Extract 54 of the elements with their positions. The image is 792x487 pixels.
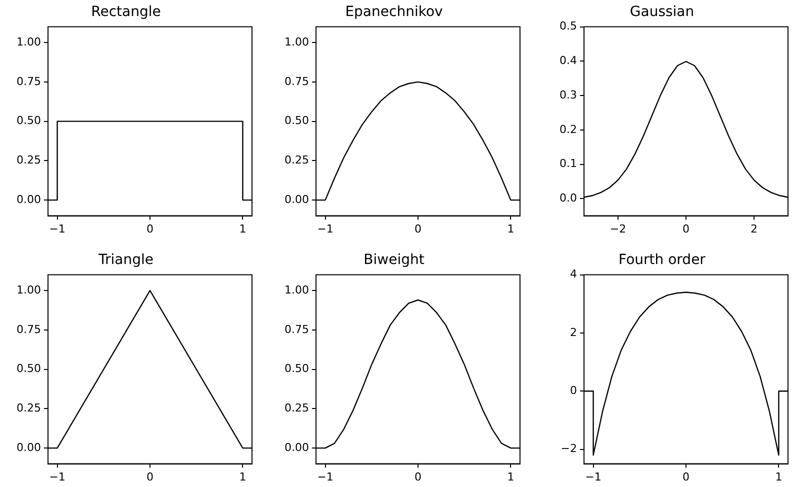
y-tick-label: 1.00 (16, 35, 41, 48)
x-tick-label: −1 (585, 470, 602, 484)
y-tick-label: 0.5 (560, 20, 577, 33)
x-tick-label: 0 (414, 470, 422, 484)
x-tick-label: −1 (317, 222, 334, 236)
y-tick-label: 0.00 (284, 192, 309, 206)
y-tick-label: 1.00 (16, 283, 41, 296)
x-tick-label: 2 (750, 222, 758, 236)
y-tick-label: 0.50 (16, 114, 41, 128)
y-tick-label: 0.00 (16, 440, 41, 454)
y-tick-label: 0.25 (16, 154, 41, 167)
chart-title: Rectangle (91, 4, 161, 20)
x-tick-label: 0 (682, 470, 690, 484)
chart-title: Triangle (98, 252, 154, 268)
y-tick-label: 0.50 (284, 362, 309, 376)
y-tick-label: 4 (570, 268, 577, 281)
y-tick-label: 0.75 (16, 74, 41, 88)
y-tick-label: 0.3 (560, 88, 577, 102)
y-tick-label: 0.1 (560, 157, 577, 170)
x-tick-label: 0 (682, 222, 690, 236)
y-tick-label: 0.25 (284, 154, 309, 167)
x-tick-label: 1 (507, 470, 514, 484)
y-tick-label: 2 (570, 326, 577, 339)
y-tick-label: 0.75 (284, 322, 309, 336)
y-tick-label: 0.00 (16, 192, 41, 206)
x-tick-label: 1 (775, 470, 782, 484)
chart-title: Biweight (364, 252, 425, 268)
y-tick-label: 0.25 (284, 402, 309, 415)
y-tick-label: 0.00 (284, 440, 309, 454)
x-tick-label: −1 (317, 470, 334, 484)
x-tick-label: 0 (414, 222, 422, 236)
x-tick-label: 1 (507, 222, 514, 236)
x-tick-label: 1 (239, 222, 246, 236)
y-tick-label: 0.25 (16, 402, 41, 415)
y-tick-label: 0.50 (284, 114, 309, 128)
x-tick-label: −1 (49, 470, 66, 484)
y-tick-label: 0.75 (16, 322, 41, 336)
y-tick-label: −2 (560, 442, 577, 456)
x-tick-label: 0 (146, 222, 154, 236)
y-tick-label: 0.2 (560, 122, 577, 136)
y-tick-label: 1.00 (284, 35, 309, 48)
x-tick-label: −1 (49, 222, 66, 236)
y-tick-label: 0 (570, 384, 577, 397)
y-tick-label: 0.4 (560, 54, 577, 68)
chart-title: Epanechnikov (345, 4, 443, 20)
x-tick-label: 1 (239, 470, 246, 484)
y-tick-label: 0.50 (16, 362, 41, 376)
chart-title: Fourth order (618, 252, 706, 268)
y-tick-label: 0.75 (284, 74, 309, 88)
y-tick-label: 1.00 (284, 283, 309, 296)
y-tick-label: 0.0 (560, 191, 577, 204)
x-tick-label: 0 (146, 470, 154, 484)
chart-title: Gaussian (630, 4, 694, 20)
x-tick-label: −2 (610, 222, 626, 236)
